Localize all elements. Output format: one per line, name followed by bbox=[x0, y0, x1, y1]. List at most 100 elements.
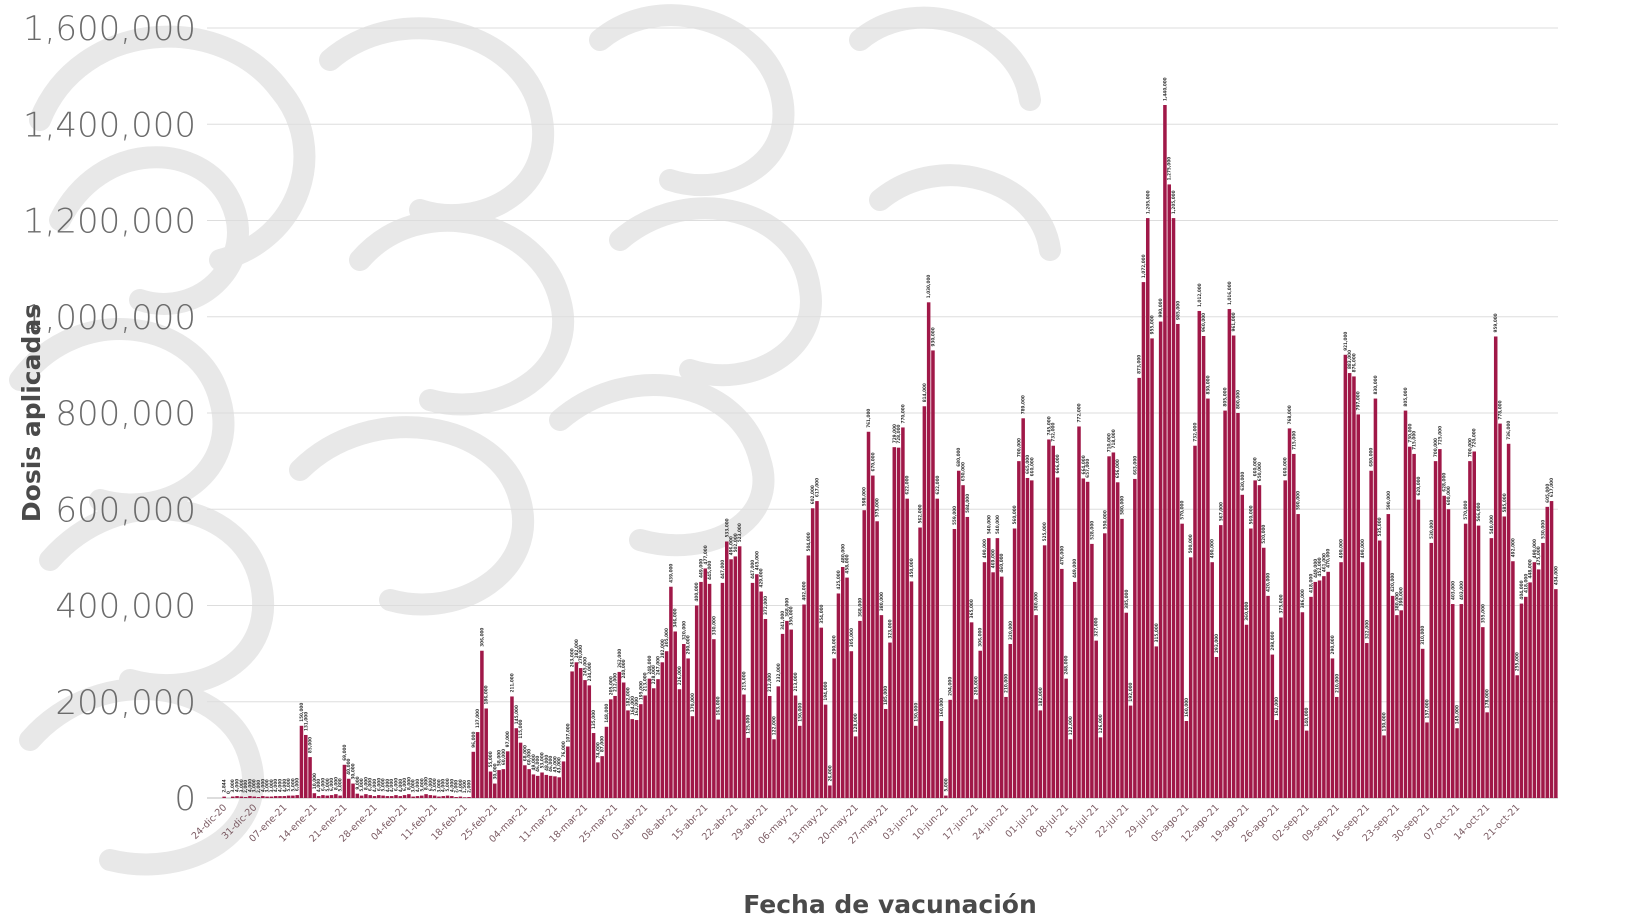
bar bbox=[1141, 282, 1146, 799]
bar bbox=[836, 593, 841, 798]
bar bbox=[737, 546, 742, 798]
bar bbox=[587, 685, 592, 798]
bar bbox=[1261, 547, 1266, 798]
bar bbox=[956, 470, 961, 798]
value-label: 306,000 bbox=[479, 628, 484, 647]
bar bbox=[1459, 604, 1464, 798]
bar bbox=[1283, 480, 1287, 799]
value-label: 1,275,000 bbox=[1167, 157, 1172, 181]
value-label: 617,000 bbox=[1549, 478, 1554, 497]
bar bbox=[497, 770, 501, 798]
value-label: 282,000 bbox=[660, 639, 665, 658]
value-label: 2,000 bbox=[243, 780, 248, 793]
bar bbox=[553, 776, 557, 798]
bar bbox=[222, 796, 226, 798]
value-label: 420,000 bbox=[1266, 573, 1271, 592]
bar bbox=[1150, 338, 1154, 798]
bar bbox=[1090, 543, 1094, 798]
bar bbox=[364, 794, 368, 798]
bar bbox=[544, 774, 549, 798]
bar bbox=[712, 639, 716, 798]
bar bbox=[750, 582, 755, 798]
bar bbox=[707, 583, 712, 798]
y-tick-label: 1,000,000 bbox=[23, 298, 196, 338]
bar bbox=[823, 704, 828, 798]
value-label: 465,000 bbox=[754, 551, 759, 570]
value-label: 961,000 bbox=[1231, 312, 1236, 331]
value-label: 6,000 bbox=[376, 778, 381, 791]
value-label: 320,000 bbox=[1008, 621, 1013, 640]
value-label: 768,000 bbox=[1287, 405, 1292, 424]
bar bbox=[746, 737, 750, 798]
value-label: 322,000 bbox=[1364, 620, 1369, 639]
bar bbox=[1176, 323, 1180, 798]
bar bbox=[458, 796, 463, 798]
bar bbox=[840, 567, 845, 798]
bar bbox=[1485, 712, 1489, 798]
value-label: 732,000 bbox=[1193, 423, 1198, 442]
bar bbox=[742, 694, 746, 798]
bar bbox=[510, 696, 514, 798]
bar bbox=[716, 719, 720, 798]
value-label: 290,000 bbox=[1330, 635, 1335, 654]
bar bbox=[1231, 335, 1236, 798]
value-label: 921,000 bbox=[1343, 332, 1348, 351]
bar bbox=[1382, 735, 1386, 798]
value-label: 650,000 bbox=[1257, 462, 1262, 481]
value-label: 270,000 bbox=[578, 645, 583, 664]
bar bbox=[862, 510, 866, 798]
bar bbox=[969, 622, 974, 798]
value-label: 602,000 bbox=[810, 485, 815, 504]
bar bbox=[342, 764, 347, 798]
value-label: 402,000 bbox=[802, 581, 807, 600]
bar bbox=[1519, 603, 1524, 798]
value-label: 1,072,000 bbox=[1141, 254, 1146, 278]
value-label: 315,000 bbox=[1154, 623, 1159, 642]
bar bbox=[454, 797, 458, 798]
bar bbox=[931, 350, 935, 798]
bar bbox=[1206, 398, 1210, 798]
bar bbox=[239, 796, 244, 798]
bar bbox=[424, 794, 428, 798]
bar bbox=[531, 774, 536, 798]
bar bbox=[767, 695, 772, 798]
value-label: 4,000 bbox=[415, 779, 420, 792]
bar bbox=[1219, 525, 1223, 798]
value-label: 700,000 bbox=[1016, 438, 1021, 457]
bar bbox=[630, 719, 635, 798]
value-label: 6,000 bbox=[368, 778, 373, 791]
value-label: 490,000 bbox=[1360, 539, 1365, 558]
value-label: 58,000 bbox=[497, 750, 502, 766]
value-label: 559,000 bbox=[952, 506, 957, 525]
bar bbox=[1476, 525, 1481, 798]
value-label: 500,000 bbox=[1188, 534, 1193, 553]
bar bbox=[278, 796, 282, 798]
bar bbox=[965, 516, 970, 798]
value-label: 570,000 bbox=[1180, 501, 1185, 520]
value-label: 140,000 bbox=[1304, 707, 1309, 726]
bar bbox=[720, 582, 725, 798]
bar bbox=[308, 757, 312, 798]
value-label: 360,000 bbox=[1244, 602, 1249, 621]
bar bbox=[1107, 456, 1111, 798]
value-label: 8,000 bbox=[333, 777, 338, 790]
y-tick-label: 400,000 bbox=[55, 587, 196, 627]
value-label: 418,000 bbox=[1523, 574, 1528, 593]
value-label: 26,000 bbox=[827, 765, 832, 781]
bar bbox=[1124, 612, 1129, 798]
value-label: 262,000 bbox=[617, 649, 622, 668]
bar bbox=[1390, 595, 1395, 799]
bar bbox=[1352, 376, 1356, 798]
value-label: 234,000 bbox=[587, 662, 592, 681]
bar bbox=[866, 431, 871, 798]
value-label: 600,000 bbox=[1446, 486, 1451, 505]
bar bbox=[368, 795, 372, 798]
bar bbox=[596, 762, 600, 798]
value-label: 650,000 bbox=[961, 462, 966, 481]
value-label: 2,844 bbox=[222, 779, 227, 792]
bar bbox=[334, 794, 338, 798]
value-label: 585,000 bbox=[1502, 493, 1507, 512]
bar bbox=[1506, 443, 1511, 798]
bar bbox=[617, 671, 622, 798]
bar bbox=[974, 699, 978, 798]
